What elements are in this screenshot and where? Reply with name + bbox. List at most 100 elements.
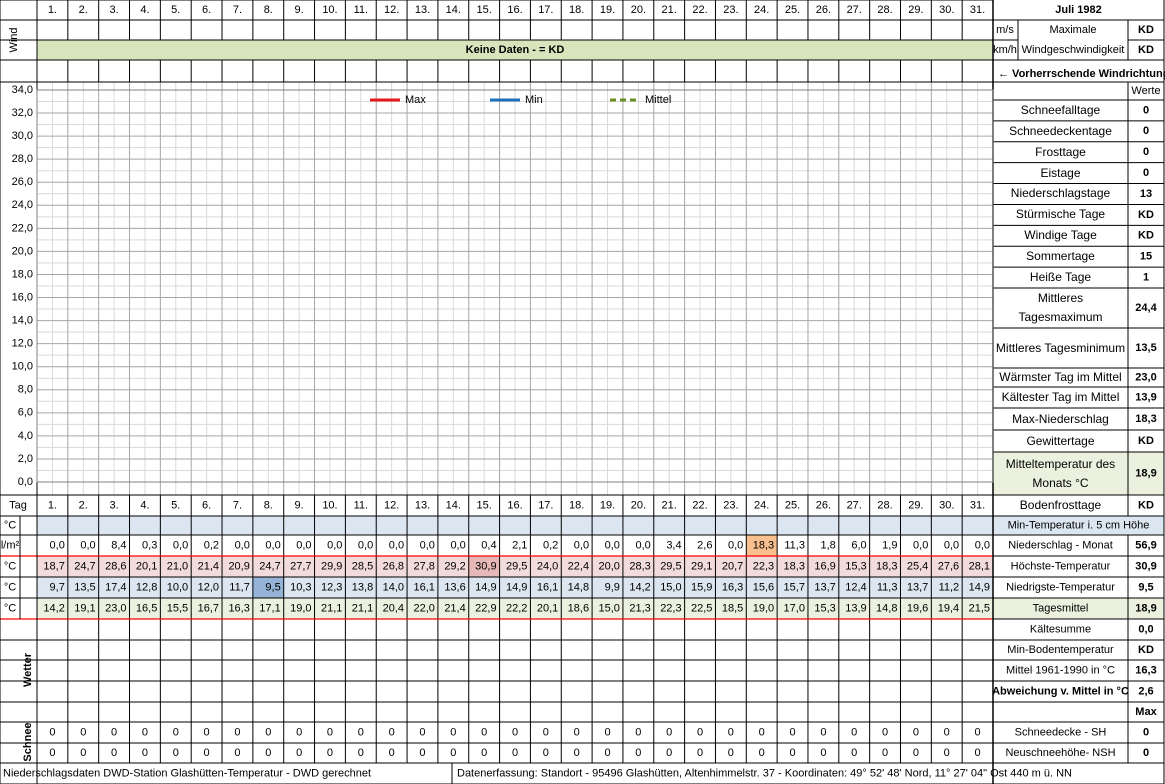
- snow-cell: 0: [697, 726, 703, 738]
- legend-label: Max: [405, 94, 426, 106]
- temp-cell: 22,2: [506, 602, 527, 614]
- temp-cell: 15,0: [660, 581, 681, 593]
- cell-fill: [468, 556, 500, 577]
- temp-cell: 24,7: [259, 560, 280, 572]
- precip-cell: 0,0: [944, 539, 959, 551]
- day-header: 21.: [662, 499, 677, 511]
- precip-cell: 0,0: [913, 539, 928, 551]
- legend-label: Mittel: [645, 94, 671, 106]
- temp-cell: 20,0: [599, 560, 620, 572]
- day-header: 1.: [48, 499, 57, 511]
- day-header: 4.: [140, 499, 149, 511]
- temp-cell: 18,7: [43, 560, 64, 572]
- stats-value: 13,5: [1135, 342, 1156, 354]
- temp-cell: 20,7: [722, 560, 743, 572]
- temp-cell: 18,6: [568, 602, 589, 614]
- temp-cell: 17,0: [784, 602, 805, 614]
- day-header: 5.: [171, 4, 180, 16]
- wind-direction: ← Vorherrschende Windrichtung: [998, 68, 1165, 80]
- cell-label-text: Kältester Tag im Mittel: [1001, 390, 1120, 404]
- day-header: 13.: [415, 4, 430, 16]
- y-tick-label: 14,0: [12, 314, 33, 326]
- precip-cell: 0,3: [142, 539, 157, 551]
- temp-cell: 18,3: [784, 560, 805, 572]
- no-data-note: Keine Daten - = KD: [466, 44, 565, 56]
- day-header: 25.: [785, 499, 800, 511]
- day-header: 15.: [477, 4, 492, 16]
- snow-cell: 0: [173, 747, 179, 759]
- temp-cell: 16,5: [136, 602, 157, 614]
- cell-label-text: Gewittertage: [1026, 433, 1095, 448]
- day-header: 8.: [264, 499, 273, 511]
- cell-label-text: Eistage: [1040, 165, 1081, 180]
- temp-cell: 28,3: [629, 560, 650, 572]
- row-label: °C: [4, 602, 16, 614]
- temp-cell: 19,1: [74, 602, 95, 614]
- row-label: Tag: [9, 499, 27, 511]
- cell-label-text: Heiße Tage: [1029, 270, 1092, 285]
- day-header: 4.: [140, 4, 149, 16]
- y-tick-label: 18,0: [12, 268, 33, 280]
- snow-cell: 0: [419, 747, 425, 759]
- snow-cell: 0: [450, 726, 456, 738]
- stats-value: KD: [1138, 230, 1154, 242]
- precip-cell: 0,0: [296, 539, 311, 551]
- day-header: 18.: [569, 4, 584, 16]
- day-header: 3.: [110, 499, 119, 511]
- temp-cell: 14,8: [568, 581, 589, 593]
- stats-value: 0: [1143, 104, 1149, 116]
- day-header: 23.: [723, 499, 738, 511]
- temp-cell: 21,5: [969, 602, 990, 614]
- precip-cell: 2,6: [697, 539, 712, 551]
- temp-cell: 21,0: [167, 560, 188, 572]
- y-tick-label: 22,0: [12, 222, 33, 234]
- cell-label: Mittleres Tagesmaximum: [1018, 291, 1103, 324]
- cell-label-text: Niederschlagstage: [1010, 186, 1111, 201]
- snow-cell: 0: [604, 747, 610, 759]
- temp-cell: 12,8: [136, 581, 157, 593]
- day-header: 18.: [569, 499, 584, 511]
- cell-label: Gewittertage: [1026, 433, 1095, 448]
- snow-cell: 0: [419, 726, 425, 738]
- day-header: 17.: [538, 499, 553, 511]
- cell-label-text: Schneedeckentage: [1009, 123, 1112, 138]
- precip-cell: 18,3: [753, 539, 774, 551]
- snow-cell: 0: [111, 726, 117, 738]
- legend-label: Min: [525, 94, 543, 106]
- y-tick-label: 24,0: [12, 199, 33, 211]
- day-header: 7.: [233, 499, 242, 511]
- temp-cell: 15,6: [753, 581, 774, 593]
- snow-cell: 0: [728, 726, 734, 738]
- y-tick-label: 8,0: [18, 384, 33, 396]
- temp-cell: 15,3: [814, 602, 835, 614]
- snow-cell: 0: [574, 747, 580, 759]
- snow-cell: 0: [204, 747, 210, 759]
- snow-cell: 0: [944, 726, 950, 738]
- temp-cell: 19,4: [938, 602, 959, 614]
- cell-label-text: Mittleres Tagesmaximum: [1018, 291, 1103, 324]
- summary-value: 9,5: [1138, 581, 1153, 593]
- precip-cell: 0,0: [265, 539, 280, 551]
- summary-value: 18,9: [1135, 602, 1156, 614]
- day-header: 8.: [264, 4, 273, 16]
- temp-cell: 12,0: [198, 581, 219, 593]
- snow-cell: 0: [820, 726, 826, 738]
- day-header: 19.: [600, 499, 615, 511]
- temp-cell: 21,3: [629, 602, 650, 614]
- temp-cell: 28,5: [352, 560, 373, 572]
- cell-label-text: Windige Tage: [1024, 228, 1097, 243]
- temp-cell: 29,5: [506, 560, 527, 572]
- summary-label: Kältesumme: [1030, 623, 1091, 635]
- summary-label: Höchste-Temperatur: [1011, 560, 1111, 572]
- snow-cell: 0: [635, 747, 641, 759]
- precip-cell: 0,0: [173, 539, 188, 551]
- snow-cell: 0: [944, 747, 950, 759]
- side-label: Schnee: [22, 722, 34, 761]
- snow-cell: 0: [80, 726, 86, 738]
- day-header: 31.: [970, 4, 985, 16]
- summary-value: 16,3: [1135, 664, 1156, 676]
- stats-value: 0: [1143, 125, 1149, 137]
- precip-cell: 0,0: [327, 539, 342, 551]
- stats-value: 18,3: [1135, 413, 1156, 425]
- temp-cell: 16,1: [413, 581, 434, 593]
